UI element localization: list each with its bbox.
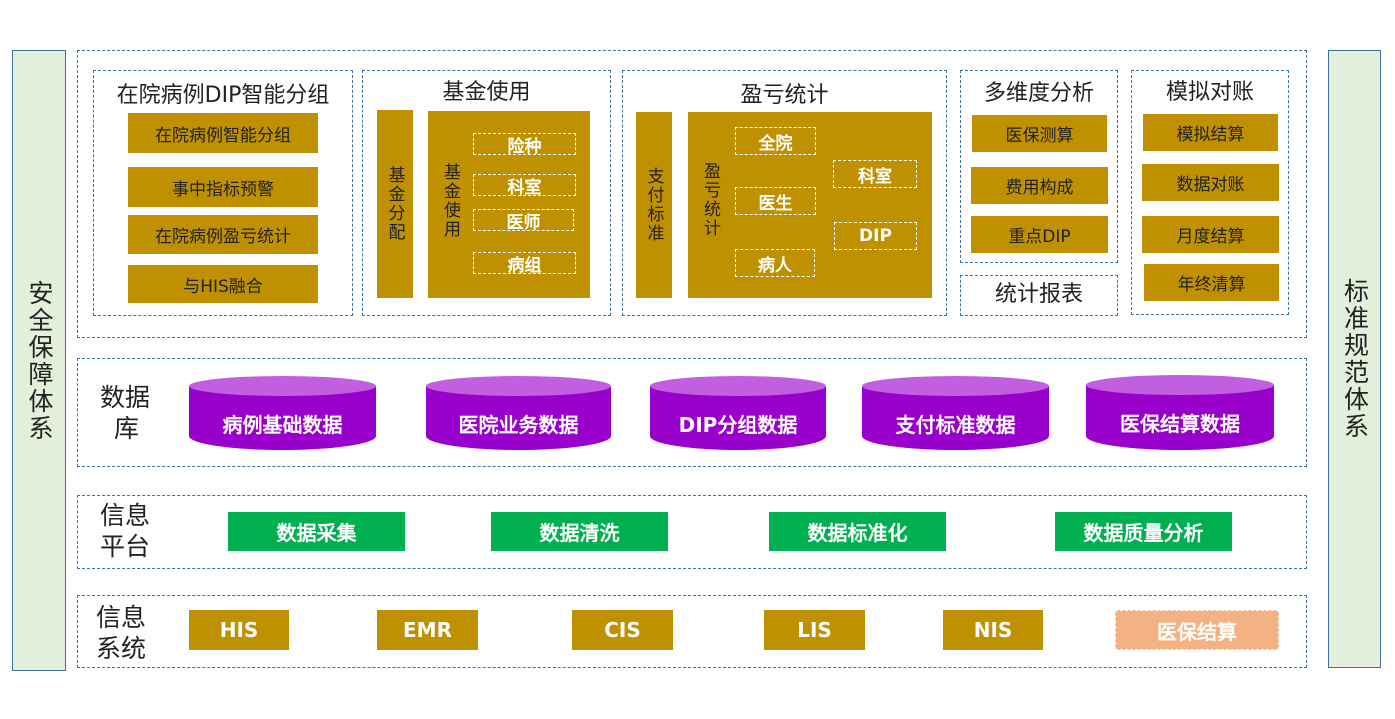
database-name: 支付标准数据 xyxy=(862,386,1049,450)
platform-label: 信息 平台 xyxy=(100,500,150,562)
platform-layer xyxy=(77,495,1307,569)
profit-item[interactable]: 全院 xyxy=(735,127,816,155)
cylinder-top xyxy=(650,376,826,396)
reconcile-item[interactable]: 年终清算 xyxy=(1144,264,1279,301)
systems-label-line2: 系统 xyxy=(96,634,147,663)
platform-item[interactable]: 数据采集 xyxy=(228,512,405,551)
database-name: 病例基础数据 xyxy=(189,386,376,450)
database-label-line2: 库 xyxy=(114,414,140,443)
platform-item[interactable]: 数据质量分析 xyxy=(1055,512,1232,551)
database-cylinder[interactable]: 支付标准数据 xyxy=(862,376,1049,450)
fund-item[interactable]: 科室 xyxy=(473,174,576,198)
database-label: 数据库 xyxy=(100,382,150,444)
standards-system-bar: 标准规范体系 xyxy=(1328,50,1381,668)
system-item-his[interactable]: HIS xyxy=(189,610,289,650)
systems-label-line1: 信息 xyxy=(96,603,147,632)
analysis-panel: 多维度分析 xyxy=(960,70,1118,263)
system-item-emr[interactable]: EMR xyxy=(377,610,478,650)
database-label-line1: 数据 xyxy=(100,383,151,412)
report-panel[interactable]: 统计报表 xyxy=(960,275,1118,316)
fund-item[interactable]: 医师 xyxy=(473,209,574,233)
reconcile-title: 模拟对账 xyxy=(1165,80,1254,105)
payment-standard-label: 支付标准 xyxy=(643,167,664,243)
database-cylinder[interactable]: 病例基础数据 xyxy=(189,376,376,450)
cylinder-top xyxy=(189,376,376,396)
platform-label-line1: 信息 xyxy=(100,501,151,530)
systems-label: 信息 系统 xyxy=(96,602,146,664)
profit-item[interactable]: 科室 xyxy=(833,160,917,188)
grouping-item[interactable]: 与HIS融合 xyxy=(128,265,318,303)
fund-panel: 基金使用 xyxy=(362,70,611,316)
fund-item[interactable]: 病组 xyxy=(473,252,576,276)
analysis-item[interactable]: 费用构成 xyxy=(971,167,1108,204)
fund-allocation-label: 基金分配 xyxy=(384,166,405,242)
profit-item[interactable]: 医生 xyxy=(735,187,816,215)
fund-allocation-bar[interactable]: 基金分配 xyxy=(377,110,413,298)
cylinder-top xyxy=(862,376,1049,396)
database-cylinder[interactable]: 医保结算数据 xyxy=(1086,375,1274,450)
analysis-title: 多维度分析 xyxy=(983,81,1094,106)
grouping-panel: 在院病例DIP智能分组 xyxy=(93,70,353,316)
system-item-insurance-settlement[interactable]: 医保结算 xyxy=(1115,610,1279,650)
profit-item[interactable]: 病人 xyxy=(735,249,815,277)
reconcile-panel: 模拟对账 xyxy=(1131,70,1289,315)
grouping-item[interactable]: 在院病例智能分组 xyxy=(128,113,318,153)
profit-item[interactable]: DIP xyxy=(834,222,917,250)
database-cylinder[interactable]: 医院业务数据 xyxy=(426,376,611,450)
grouping-item[interactable]: 事中指标预警 xyxy=(128,167,318,207)
cylinder-top xyxy=(1086,375,1274,395)
reconcile-item[interactable]: 模拟结算 xyxy=(1143,114,1278,151)
security-system-bar: 安全保障体系 xyxy=(12,50,66,671)
system-item-cis[interactable]: CIS xyxy=(572,610,673,650)
platform-item[interactable]: 数据清洗 xyxy=(491,512,668,551)
cylinder-top xyxy=(426,376,611,396)
database-name: 医保结算数据 xyxy=(1086,385,1274,450)
application-layer xyxy=(77,50,1307,338)
payment-standard-bar[interactable]: 支付标准 xyxy=(636,112,672,298)
fund-item[interactable]: 险种 xyxy=(473,133,576,157)
database-name: DIP分组数据 xyxy=(650,386,826,450)
fund-usage-label: 基金使用 xyxy=(440,163,460,239)
reconcile-item[interactable]: 数据对账 xyxy=(1142,164,1279,201)
database-layer xyxy=(77,358,1307,467)
database-cylinder[interactable]: DIP分组数据 xyxy=(650,376,826,450)
profit-title: 盈亏统计 xyxy=(740,83,829,108)
analysis-item[interactable]: 重点DIP xyxy=(971,216,1108,253)
fund-usage-block: 基金使用 xyxy=(428,111,590,298)
system-item-lis[interactable]: LIS xyxy=(764,610,865,650)
reconcile-item[interactable]: 月度结算 xyxy=(1142,216,1279,253)
grouping-title: 在院病例DIP智能分组 xyxy=(116,83,330,108)
systems-layer xyxy=(77,595,1307,668)
database-name: 医院业务数据 xyxy=(426,386,611,450)
platform-item[interactable]: 数据标准化 xyxy=(769,512,946,551)
profit-block: 盈亏统计 xyxy=(688,112,932,298)
profit-block-label: 盈亏统计 xyxy=(700,162,720,238)
system-item-nis[interactable]: NIS xyxy=(943,610,1043,650)
platform-label-line2: 平台 xyxy=(100,532,151,561)
analysis-item[interactable]: 医保测算 xyxy=(972,115,1107,152)
grouping-item[interactable]: 在院病例盈亏统计 xyxy=(128,215,318,254)
fund-title: 基金使用 xyxy=(442,80,531,105)
profit-panel: 盈亏统计 xyxy=(622,70,947,316)
